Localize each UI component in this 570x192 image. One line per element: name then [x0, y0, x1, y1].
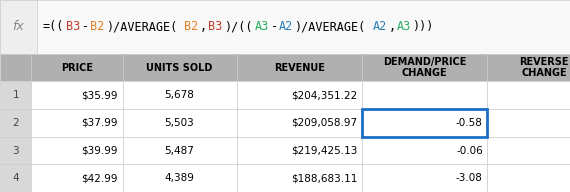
Bar [362, 137, 487, 164]
Text: $35.99: $35.99 [82, 90, 118, 100]
Text: B2: B2 [90, 20, 104, 33]
Bar [31, 164, 123, 192]
Bar [123, 164, 237, 192]
Text: 2: 2 [13, 118, 19, 128]
Bar [123, 137, 237, 164]
Text: )/AVERAGE(: )/AVERAGE( [295, 20, 366, 33]
Text: ))): ))) [413, 20, 434, 33]
Text: B3: B3 [208, 20, 222, 33]
Bar [362, 109, 487, 137]
Bar [237, 164, 362, 192]
Text: $188,683.11: $188,683.11 [291, 173, 357, 183]
Bar [0, 137, 31, 164]
Text: -0.58: -0.58 [456, 118, 483, 128]
Bar [362, 81, 487, 109]
Bar [237, 109, 362, 137]
Bar [31, 54, 123, 81]
Text: )/AVERAGE(: )/AVERAGE( [105, 20, 177, 33]
Text: $39.99: $39.99 [82, 146, 118, 156]
Text: -3.08: -3.08 [456, 173, 483, 183]
Bar [0, 54, 31, 81]
Text: B3: B3 [66, 20, 80, 33]
Text: $37.99: $37.99 [82, 118, 118, 128]
Text: -: - [82, 20, 89, 33]
Bar [31, 81, 123, 109]
FancyBboxPatch shape [0, 0, 570, 54]
Bar [237, 54, 362, 81]
Text: $42.99: $42.99 [82, 173, 118, 183]
Text: $204,351.22: $204,351.22 [291, 90, 357, 100]
Text: $219,425.13: $219,425.13 [291, 146, 357, 156]
Text: DEMAND/PRICE
CHANGE: DEMAND/PRICE CHANGE [383, 57, 466, 78]
Bar [487, 164, 570, 192]
Text: A3: A3 [397, 20, 411, 33]
Text: 3: 3 [13, 146, 19, 156]
Text: 5,487: 5,487 [165, 146, 194, 156]
Text: -: - [271, 20, 278, 33]
Bar [487, 109, 570, 137]
Bar [123, 109, 237, 137]
Bar [362, 164, 487, 192]
FancyBboxPatch shape [0, 0, 37, 54]
Text: 4: 4 [13, 173, 19, 183]
Text: A2: A2 [373, 20, 388, 33]
Text: fx: fx [13, 20, 24, 33]
Text: 1: 1 [13, 90, 19, 100]
Bar [123, 81, 237, 109]
Text: $209,058.97: $209,058.97 [291, 118, 357, 128]
Text: ,: , [200, 20, 207, 33]
Bar [0, 164, 31, 192]
Text: PRICE: PRICE [61, 63, 93, 73]
Text: REVERSE
CHANGE: REVERSE CHANGE [520, 57, 569, 78]
Text: ,: , [389, 20, 396, 33]
Bar [487, 81, 570, 109]
Bar [362, 109, 487, 137]
Text: 5,678: 5,678 [165, 90, 194, 100]
Text: A2: A2 [279, 20, 293, 33]
Text: A3: A3 [255, 20, 270, 33]
Text: REVENUE: REVENUE [274, 63, 325, 73]
Bar [237, 137, 362, 164]
Bar [31, 137, 123, 164]
Text: )/((: )/(( [223, 20, 252, 33]
Bar [31, 109, 123, 137]
Text: =((: =(( [43, 20, 64, 33]
Bar [0, 81, 31, 109]
Text: UNITS SOLD: UNITS SOLD [146, 63, 213, 73]
Bar [123, 54, 237, 81]
Text: B2: B2 [184, 20, 198, 33]
Bar [487, 137, 570, 164]
Text: 4,389: 4,389 [165, 173, 194, 183]
Bar [487, 54, 570, 81]
Text: -0.06: -0.06 [456, 146, 483, 156]
Bar [362, 54, 487, 81]
Bar [237, 81, 362, 109]
Text: 5,503: 5,503 [165, 118, 194, 128]
Bar [0, 109, 31, 137]
